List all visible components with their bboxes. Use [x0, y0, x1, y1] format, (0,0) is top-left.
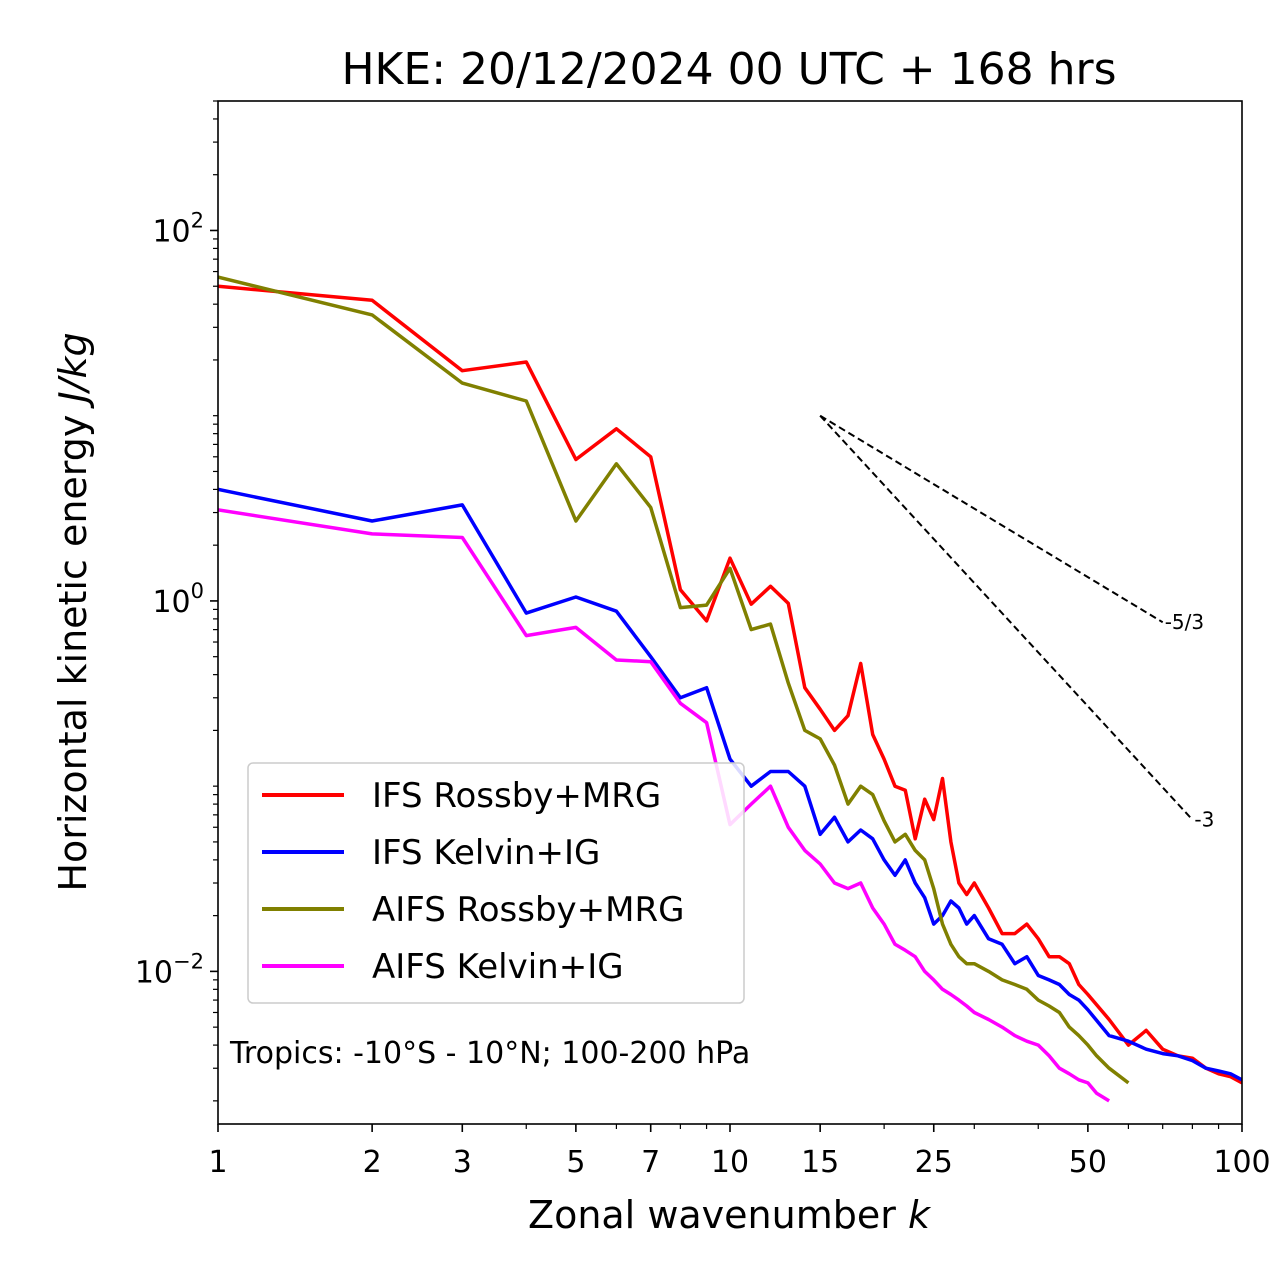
x-axis-label: Zonal wavenumber k — [528, 1193, 932, 1237]
reference-slope-line — [819, 415, 1194, 821]
legend: IFS Rossby+MRG IFS Kelvin+IG AIFS Rossby+M… — [247, 762, 745, 1004]
plot-area: 1 2 3 5 7 10 15 25 50 100 10−2 100 102 -5/3 -3 — [135, 100, 1271, 1180]
x-tick-label: 5 — [566, 1145, 585, 1180]
legend-box — [247, 762, 745, 1004]
x-tick-label: 2 — [363, 1145, 382, 1180]
x-tick-label: 25 — [915, 1145, 953, 1180]
y-tick-label: 100 — [152, 579, 204, 620]
chart-title: HKE: 20/12/2024 00 UTC + 168 hrs — [341, 44, 1116, 95]
y-tick-label: 102 — [152, 208, 204, 249]
x-tick-label: 7 — [641, 1145, 660, 1180]
x-tick-label: 10 — [711, 1145, 749, 1180]
reference-slope-line — [819, 414, 1164, 624]
reference-slope-label: -3 — [1194, 808, 1214, 832]
x-tick-label: 100 — [1213, 1145, 1270, 1180]
reference-slope-label: -5/3 — [1165, 610, 1204, 634]
legend-label: IFS Rossby+MRG — [372, 776, 661, 816]
x-tick-label: 50 — [1069, 1145, 1107, 1180]
y-tick-label: 10−2 — [135, 949, 204, 990]
x-tick-label: 1 — [208, 1145, 227, 1180]
series-group — [218, 275, 1242, 1103]
series-line — [218, 487, 1242, 1082]
region-annotation: Tropics: -10°S - 10°N; 100-200 hPa — [229, 1036, 750, 1071]
series-line — [218, 508, 1111, 1103]
legend-label: IFS Kelvin+IG — [372, 833, 600, 873]
x-tick-label: 3 — [453, 1145, 472, 1180]
y-axis-label: Horizontal kinetic energy J/kg — [51, 332, 95, 891]
plot-frame — [217, 100, 1243, 1125]
legend-label: AIFS Rossby+MRG — [372, 890, 684, 930]
legend-label: AIFS Kelvin+IG — [372, 947, 624, 987]
x-tick-label: 15 — [801, 1145, 839, 1180]
